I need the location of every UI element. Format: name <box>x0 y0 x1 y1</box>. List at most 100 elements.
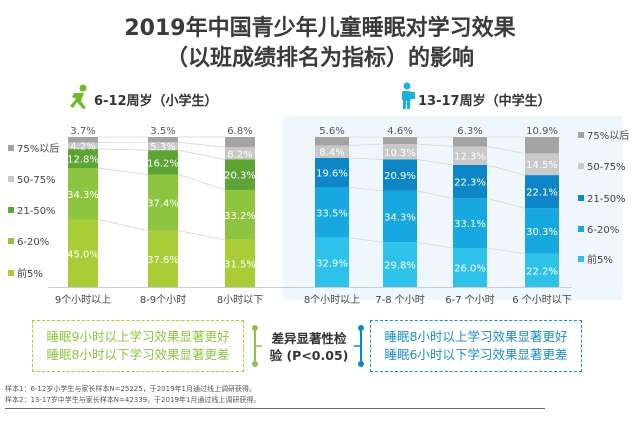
significance-test-line: 差异显著性检 <box>271 331 347 346</box>
bar-segment <box>453 248 487 287</box>
data-label: 30.3% <box>526 227 558 238</box>
data-label: 6.8% <box>227 126 252 137</box>
bar-segment <box>383 159 417 191</box>
bar-segment <box>68 219 98 287</box>
x-tick-label: 6 个小时以下 <box>512 294 572 306</box>
legend-swatch <box>8 176 14 182</box>
legend-label: 前5% <box>587 253 613 266</box>
connector-line <box>97 219 149 231</box>
bar-segment <box>148 150 178 175</box>
divider <box>5 408 545 409</box>
bar-segment <box>225 159 255 190</box>
legend-label: 75%以后 <box>17 143 59 155</box>
bar-segment <box>315 237 349 287</box>
significance-test-label: 差异显著性检 验 (P<0.05) <box>266 330 352 364</box>
data-label: 12.8% <box>67 154 99 165</box>
bar-segment <box>315 158 349 188</box>
connector-line <box>486 247 526 255</box>
data-label: 6.3% <box>457 126 482 137</box>
legend-swatch <box>8 145 14 151</box>
legend-swatch <box>578 163 584 169</box>
data-label: 31.5% <box>224 259 256 270</box>
title-line1: 2019年中国青少年儿童睡眠对学习效果 <box>124 16 516 41</box>
primary-conclusion-line: 睡眠9小时以上学习效果显著更好 <box>46 329 230 344</box>
bar-segment <box>453 164 487 199</box>
x-tick-label: 6-7 个小时 <box>445 294 495 306</box>
bar-segment <box>453 198 487 248</box>
data-label: 3.7% <box>70 126 95 137</box>
connector-line <box>177 174 226 191</box>
data-label: 45.0% <box>67 249 99 260</box>
data-label: 26.0% <box>454 264 486 275</box>
data-label: 8.2% <box>227 149 252 160</box>
bar-segment <box>148 142 178 151</box>
secondary-chart-title: 13-17周岁（中学生） <box>418 94 551 109</box>
data-label: 4.2% <box>70 142 95 153</box>
bar-segment <box>68 142 98 149</box>
x-tick-label: 8-9个小时 <box>140 294 186 306</box>
bar-segment <box>383 190 417 243</box>
legend-swatch <box>578 256 584 262</box>
secondary-conclusion-line: 睡眠6小时以下学习效果显著更差 <box>384 347 568 362</box>
data-label: 33.2% <box>224 211 256 222</box>
data-label: 5.6% <box>319 126 344 137</box>
data-label: 22.2% <box>526 266 558 277</box>
data-label: 33.1% <box>454 219 486 230</box>
bar-segment <box>225 189 255 240</box>
data-label: 22.3% <box>454 178 486 189</box>
bar-segment <box>383 144 417 160</box>
data-label: 29.8% <box>384 261 416 272</box>
bar-segment <box>315 187 349 238</box>
blue-bracket-icon <box>354 325 364 367</box>
bar-segment <box>148 230 178 287</box>
x-tick-label: 8个小时以上 <box>304 294 360 306</box>
connector-line <box>416 241 454 249</box>
x-tick-label: 9个小时以上 <box>55 294 111 306</box>
connector-line <box>348 237 384 243</box>
significance-test-line: 验 (P<0.05) <box>269 348 349 363</box>
connector-line <box>486 164 526 176</box>
data-label: 16.2% <box>147 158 179 169</box>
legend-label: 6-20% <box>587 225 619 236</box>
bar-segment <box>225 147 255 160</box>
data-label: 12.3% <box>454 152 486 163</box>
connector-line <box>416 159 454 166</box>
bar-segment <box>68 137 98 143</box>
connector-line <box>348 157 384 160</box>
bar-segment <box>383 242 417 287</box>
bar-segment <box>315 137 349 146</box>
connector-line <box>348 143 384 146</box>
data-label: 37.4% <box>147 199 179 210</box>
primary-conclusion-line: 睡眠8小时以下学习效果显著更差 <box>46 347 230 362</box>
connector-line <box>97 167 149 175</box>
legend-swatch <box>8 270 14 276</box>
x-tick-label: 7-8 个小时 <box>375 294 425 306</box>
bar-segment <box>315 145 349 158</box>
connector-line <box>486 146 526 154</box>
title-line2: （以班成绩排名为指标）的影响 <box>165 46 474 71</box>
stacked-bar-charts: 9个小时以上 8-9个小时 8小时以下 45.0% 34.3% 12.8%4.2% 3.7%… <box>8 126 629 306</box>
legend-label: 6-20% <box>17 237 49 248</box>
legend-swatch <box>8 207 14 213</box>
data-label: 33.5% <box>316 209 348 220</box>
bar-segment <box>148 137 178 143</box>
bar-segment <box>525 137 559 154</box>
bar-segment <box>225 137 255 148</box>
primary-conclusion-box: 睡眠9小时以上学习效果显著更好 睡眠8小时以下学习效果显著更差 <box>32 320 244 372</box>
connector-line <box>486 197 526 209</box>
legend-label: 75%以后 <box>587 130 629 142</box>
legend-label: 50-75% <box>587 162 626 173</box>
connector-line <box>416 143 454 147</box>
legend-label: 21-50% <box>17 206 56 217</box>
legend-label: 50-75% <box>17 175 56 186</box>
footnote: 样本1：6-12岁小学生与家长样本N=25225，于2019年1月通过线上调研获… <box>5 385 256 393</box>
data-label: 14.5% <box>526 160 558 171</box>
x-tick-label: 8小时以下 <box>217 294 263 306</box>
student-backpack-icon <box>402 82 415 109</box>
data-label: 34.3% <box>67 190 99 201</box>
connector-line <box>416 190 454 199</box>
bar-segment <box>525 175 559 209</box>
connector-line <box>97 148 149 151</box>
legend-swatch <box>8 238 14 244</box>
data-label: 20.3% <box>224 171 256 182</box>
